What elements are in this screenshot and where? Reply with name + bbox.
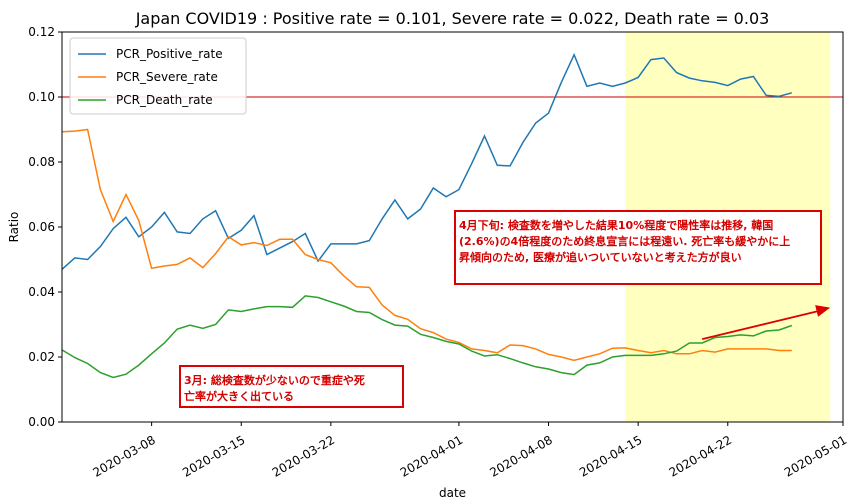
arrow-shaft [701,309,821,340]
annotation-text: 昇傾向のため, 医療が追いついていないと考えた方が良い [459,250,742,264]
y-tick-label: 0.08 [28,155,55,169]
annotation-text: (2.6%)の4倍程度のため終息宣言には程遠い. 死亡率も緩やかに上 [459,234,790,248]
y-axis: 0.00 0.02 0.04 0.06 0.08 0.10 0.12 [28,25,62,429]
y-tick-label: 0.02 [28,350,55,364]
y-tick-label: 0.04 [28,285,55,299]
series-line-pcr-positive-rate [61,52,793,270]
annotation-box [454,210,822,285]
x-axis-label: date [439,486,466,500]
trend-arrow [701,305,831,340]
series-layer [61,52,793,379]
annotation-text: 3月: 総検査数が少ないので重症や死 [184,373,365,387]
legend-label: PCR_Severe_rate [116,70,218,84]
legend: PCR_Positive_rate PCR_Severe_rate PCR_Deat… [69,37,247,115]
arrow-head [815,305,831,317]
annotation-text: 亡率が大きく出ている [184,389,294,403]
annotations: 4月下旬: 検査数を増やした結果10%程度で陽性率は推移, 韓国 (2.6%)の4… [179,210,822,408]
y-tick-label: 0.00 [28,415,55,429]
legend-label: PCR_Positive_rate [116,47,223,61]
annotation-box [179,365,404,408]
chart-title: Japan COVID19 : Positive rate = 0.101, S… [135,9,770,28]
y-axis-label: Ratio [7,212,21,243]
annotation-text: 4月下旬: 検査数を増やした結果10%程度で陽性率は推移, 韓国 [459,218,773,232]
legend-label: PCR_Death_rate [116,93,213,107]
legend-box [69,37,247,115]
y-tick-label: 0.12 [28,25,55,39]
series-line-pcr-death-rate [61,295,793,379]
y-tick-label: 0.10 [28,90,55,104]
y-tick-label: 0.06 [28,220,55,234]
